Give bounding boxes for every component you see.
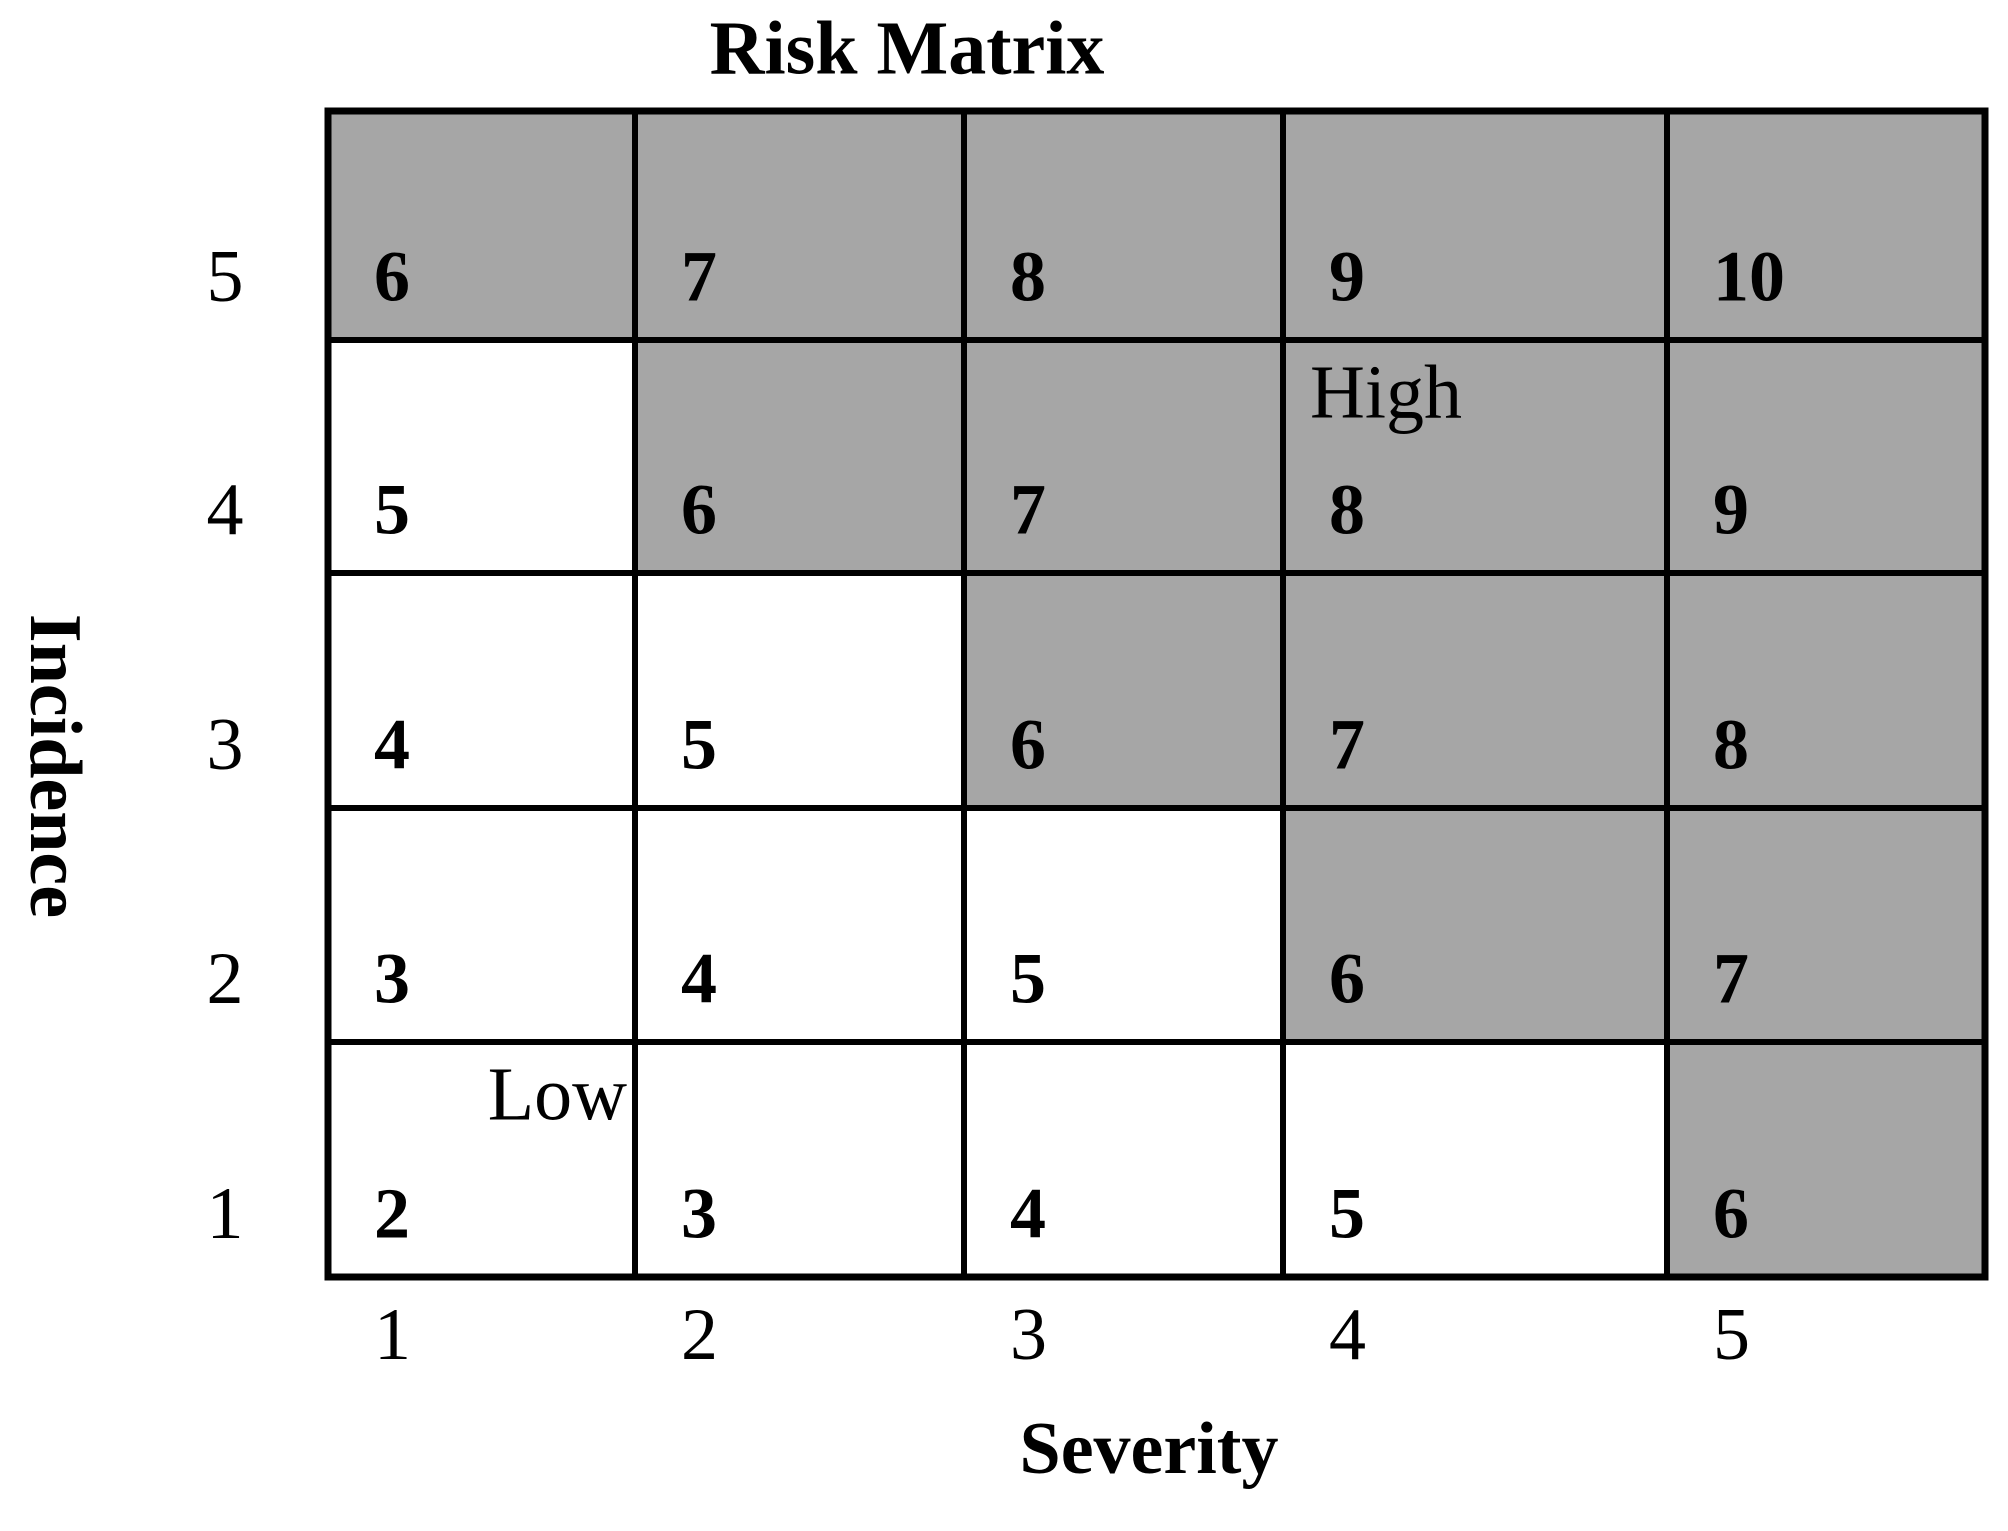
cell-value: 4: [374, 705, 410, 785]
cell-value: 6: [374, 237, 410, 317]
x-tick-label: 4: [1329, 1294, 1366, 1376]
y-tick-label: 1: [207, 1173, 244, 1255]
cell: [961, 1039, 1286, 1280]
cell-value: 4: [681, 939, 717, 1019]
cell: [632, 1039, 967, 1280]
y-axis-label: Incidence: [14, 614, 96, 918]
cell-value: 5: [681, 705, 717, 785]
cell-value: 3: [374, 939, 410, 1019]
y-tick-label: 4: [207, 469, 244, 551]
cell: [325, 1039, 638, 1280]
x-tick-label: 2: [681, 1294, 718, 1376]
cell-note: High: [1310, 350, 1462, 434]
cell: [632, 108, 967, 343]
cell-value: 8: [1713, 705, 1749, 785]
cell-value: 7: [1010, 470, 1046, 550]
cell-value: 3: [681, 1174, 717, 1254]
cell-value: 6: [1010, 705, 1046, 785]
y-tick-label: 5: [207, 236, 244, 318]
cell-value: 8: [1329, 470, 1365, 550]
cell: [1664, 805, 1988, 1045]
cell: [961, 805, 1286, 1045]
cell-value: 8: [1010, 237, 1046, 317]
cell-value: 10: [1713, 237, 1785, 317]
x-axis-label: Severity: [1020, 1408, 1279, 1490]
cell: [325, 108, 638, 343]
x-tick-label: 5: [1713, 1294, 1750, 1376]
cell: [1280, 805, 1670, 1045]
cell: [632, 570, 967, 811]
cell: [961, 337, 1286, 576]
cell: [632, 805, 967, 1045]
cell-value: 9: [1329, 237, 1365, 317]
x-tick-label: 1: [374, 1294, 411, 1376]
cell: [1664, 337, 1988, 576]
cell-value: 6: [1713, 1174, 1749, 1254]
cell-value: 5: [1329, 1174, 1365, 1254]
cell-value: 6: [681, 470, 717, 550]
grid-border: [324, 107, 1989, 1281]
cell-value: 5: [374, 470, 410, 550]
cell-note: Low: [488, 1052, 627, 1136]
cell-value: 7: [1329, 705, 1365, 785]
cell-value: 4: [1010, 1174, 1046, 1254]
cell: [1280, 570, 1670, 811]
x-tick-label: 3: [1010, 1294, 1047, 1376]
cell-value: 6: [1329, 939, 1365, 1019]
cell-value: 7: [1713, 939, 1749, 1019]
cell-value: 5: [1010, 939, 1046, 1019]
cell-value: 9: [1713, 470, 1749, 550]
y-tick-label: 2: [207, 938, 244, 1020]
cell-value: 7: [681, 237, 717, 317]
cell-value: 2: [374, 1174, 410, 1254]
title: Risk Matrix: [710, 6, 1105, 90]
y-tick-label: 3: [207, 704, 244, 786]
grid: 6 7 8 9 10 5 6 7 8 High 9 4 5 6 7 8 3 4 5 6 7 2 Low 3 4 5 6: [324, 107, 1989, 1281]
